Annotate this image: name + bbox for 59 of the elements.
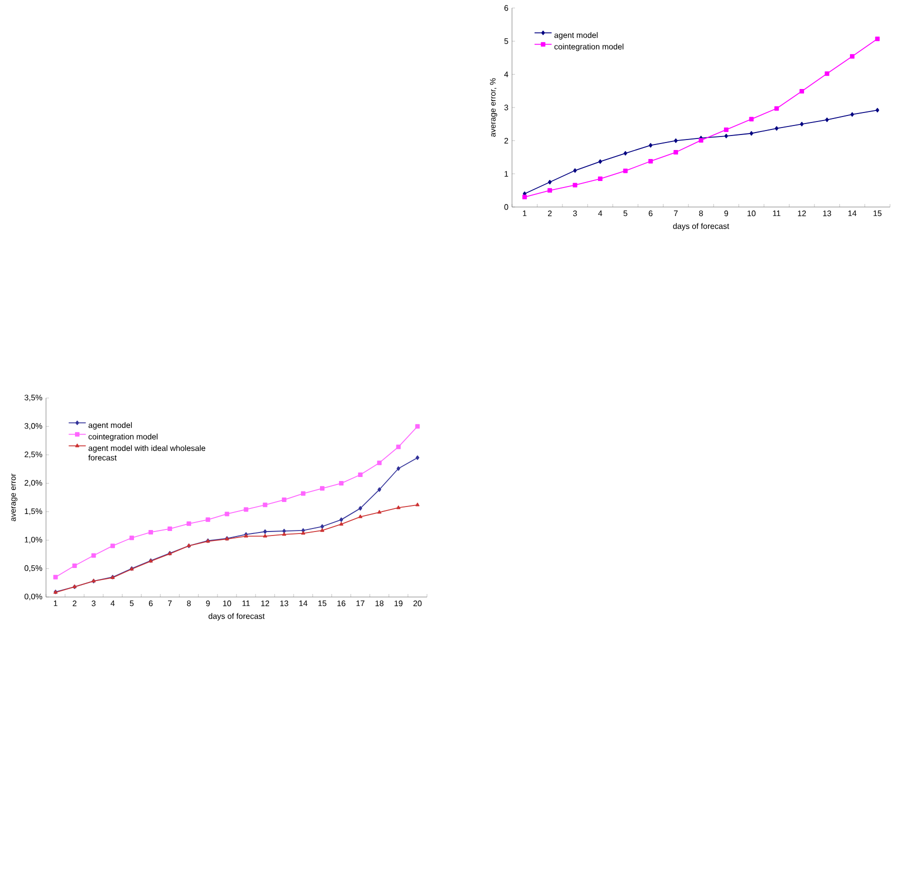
x-tick-label: 19 xyxy=(394,600,402,606)
y-tick-label: 2 xyxy=(504,138,508,144)
x-tick-label: 12 xyxy=(261,600,270,606)
x-tick-label: 4 xyxy=(110,600,115,606)
x-tick-label: 6 xyxy=(148,600,153,606)
x-tick-label: 13 xyxy=(823,210,832,216)
y-axis-title: average error xyxy=(11,474,18,522)
x-tick-label: 9 xyxy=(206,600,210,606)
y-tick-label: 1,5% xyxy=(24,508,42,515)
x-tick-label: 9 xyxy=(724,210,728,216)
x-tick-label: 7 xyxy=(168,600,172,606)
y-tick-label: 0,5% xyxy=(24,565,42,572)
y-tick-label: 5 xyxy=(504,38,508,44)
x-axis-title: days of forecast xyxy=(673,223,730,231)
legend-label: agent model xyxy=(554,32,598,40)
y-tick-label: 6 xyxy=(504,5,508,11)
y-tick-label: 3 xyxy=(504,104,508,110)
y-tick-label: 1 xyxy=(504,171,508,177)
x-tick-label: 10 xyxy=(748,210,756,216)
y-tick-label: 1,0% xyxy=(24,536,42,544)
x-tick-label: 6 xyxy=(648,210,652,216)
x-tick-label: 11 xyxy=(773,210,780,216)
x-tick-label: 11 xyxy=(242,600,250,606)
x-tick-label: 5 xyxy=(623,210,628,216)
x-tick-label: 17 xyxy=(356,600,364,606)
y-tick-label: 0 xyxy=(504,204,508,210)
x-tick-label: 2 xyxy=(72,600,76,606)
x-tick-label: 3 xyxy=(92,600,96,606)
x-tick-label: 10 xyxy=(223,600,232,606)
y-tick-label: 2,0% xyxy=(24,480,42,487)
y-tick-label: 3,5% xyxy=(24,394,42,402)
legend-label: cointegration model xyxy=(88,434,158,442)
y-tick-label: 0,0% xyxy=(24,594,42,600)
x-tick-label: 1 xyxy=(522,210,526,216)
y-tick-label: 4 xyxy=(504,72,508,78)
x-tick-label: 8 xyxy=(187,600,191,606)
x-tick-label: 15 xyxy=(318,600,326,606)
x-tick-label: 16 xyxy=(337,600,346,606)
y-tick-label: 3,0% xyxy=(24,423,42,430)
x-tick-label: 13 xyxy=(280,600,288,606)
legend-label: agent model xyxy=(88,422,132,430)
y-axis-title: average error, % xyxy=(490,78,498,137)
x-tick-label: 20 xyxy=(413,600,422,606)
x-tick-label: 3 xyxy=(573,210,577,216)
x-tick-label: 2 xyxy=(548,210,552,216)
x-tick-label: 14 xyxy=(848,210,856,216)
x-tick-label: 18 xyxy=(376,600,384,606)
x-tick-label: 7 xyxy=(674,210,678,216)
x-tick-label: 5 xyxy=(130,600,134,606)
y-tick-label: 2,5% xyxy=(24,452,42,458)
x-tick-label: 15 xyxy=(874,210,882,216)
x-tick-label: 14 xyxy=(299,600,308,606)
x-axis-title: days of forecast xyxy=(208,613,265,621)
x-tick-label: 1 xyxy=(54,600,58,606)
x-tick-label: 12 xyxy=(798,210,806,216)
legend-label: cointegration model xyxy=(554,44,624,52)
x-tick-label: 8 xyxy=(699,210,703,216)
legend-label: agent model with ideal wholesale forecast xyxy=(88,445,206,460)
x-tick-label: 4 xyxy=(598,210,602,216)
